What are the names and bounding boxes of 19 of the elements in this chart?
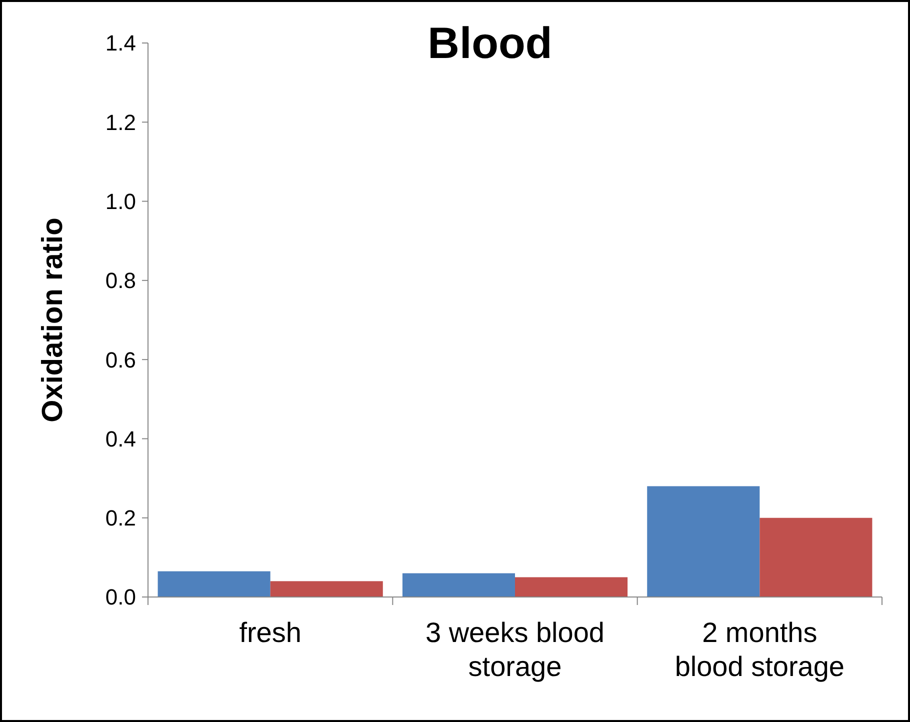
chart-title: Blood [428,19,552,68]
bar [402,573,515,597]
y-axis-title: Oxidation ratio [37,218,69,422]
x-tick-label: fresh [239,617,302,648]
x-tick-label: 3 weeks blood storage [425,617,605,682]
y-tick-label: 1.2 [105,110,136,135]
y-tick-label: 0.0 [105,584,136,610]
y-tick-label: 0.6 [105,347,136,372]
y-tick-label: 0.8 [105,268,136,294]
bar [158,571,270,597]
bar [647,486,760,597]
bar [270,581,383,597]
y-tick-label: 1.0 [105,188,136,214]
y-tick-label: 0.2 [105,506,136,531]
bar [760,518,872,597]
bar [515,577,628,597]
x-tick-label: 2 months blood storage [674,617,845,682]
y-tick-label: 1.4 [105,30,136,56]
y-tick-label: 0.4 [105,426,136,452]
